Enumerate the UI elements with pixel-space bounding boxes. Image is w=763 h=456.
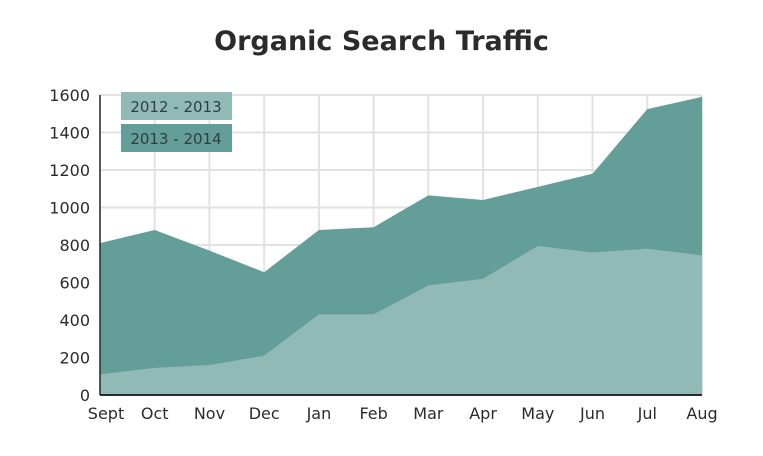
legend-swatch (121, 124, 232, 152)
x-tick-label: Feb (359, 404, 387, 423)
x-tick-label: Mar (413, 404, 444, 423)
y-tick-label: 1200 (49, 161, 90, 180)
area-series-group (100, 96, 702, 395)
x-tick-label: Jul (637, 404, 657, 423)
legend-label: 2013 - 2014 (130, 130, 221, 148)
chart-title: Organic Search Traffic (214, 26, 549, 57)
y-tick-label: 400 (59, 311, 90, 330)
y-tick-label: 1600 (49, 86, 90, 105)
x-tick-label: Jun (579, 404, 605, 423)
x-tick-label: May (521, 404, 554, 423)
x-tick-label: Nov (194, 404, 225, 423)
tick-labels: 0 200 400 600 800 1000 1200 1400 1600 Sept Oct Nov D… (49, 86, 717, 423)
legend-swatch (121, 92, 232, 120)
x-tick-label: Apr (469, 404, 497, 423)
area-series (100, 245, 702, 395)
legend: 2012 - 2013 2013 - 2014 (121, 92, 232, 152)
x-tick-label: Dec (249, 404, 280, 423)
x-tick-label: Sept (88, 404, 124, 423)
y-tick-label: 0 (80, 386, 90, 405)
y-tick-label: 600 (59, 274, 90, 293)
x-tick-label: Oct (141, 404, 169, 423)
y-tick-label: 200 (59, 349, 90, 368)
legend-label: 2012 - 2013 (130, 98, 221, 116)
x-tick-label: Jan (306, 404, 332, 423)
x-tick-label: Aug (686, 404, 717, 423)
y-tick-label: 1000 (49, 199, 90, 218)
y-tick-label: 1400 (49, 124, 90, 143)
y-tick-label: 800 (59, 236, 90, 255)
axes (99, 95, 702, 396)
